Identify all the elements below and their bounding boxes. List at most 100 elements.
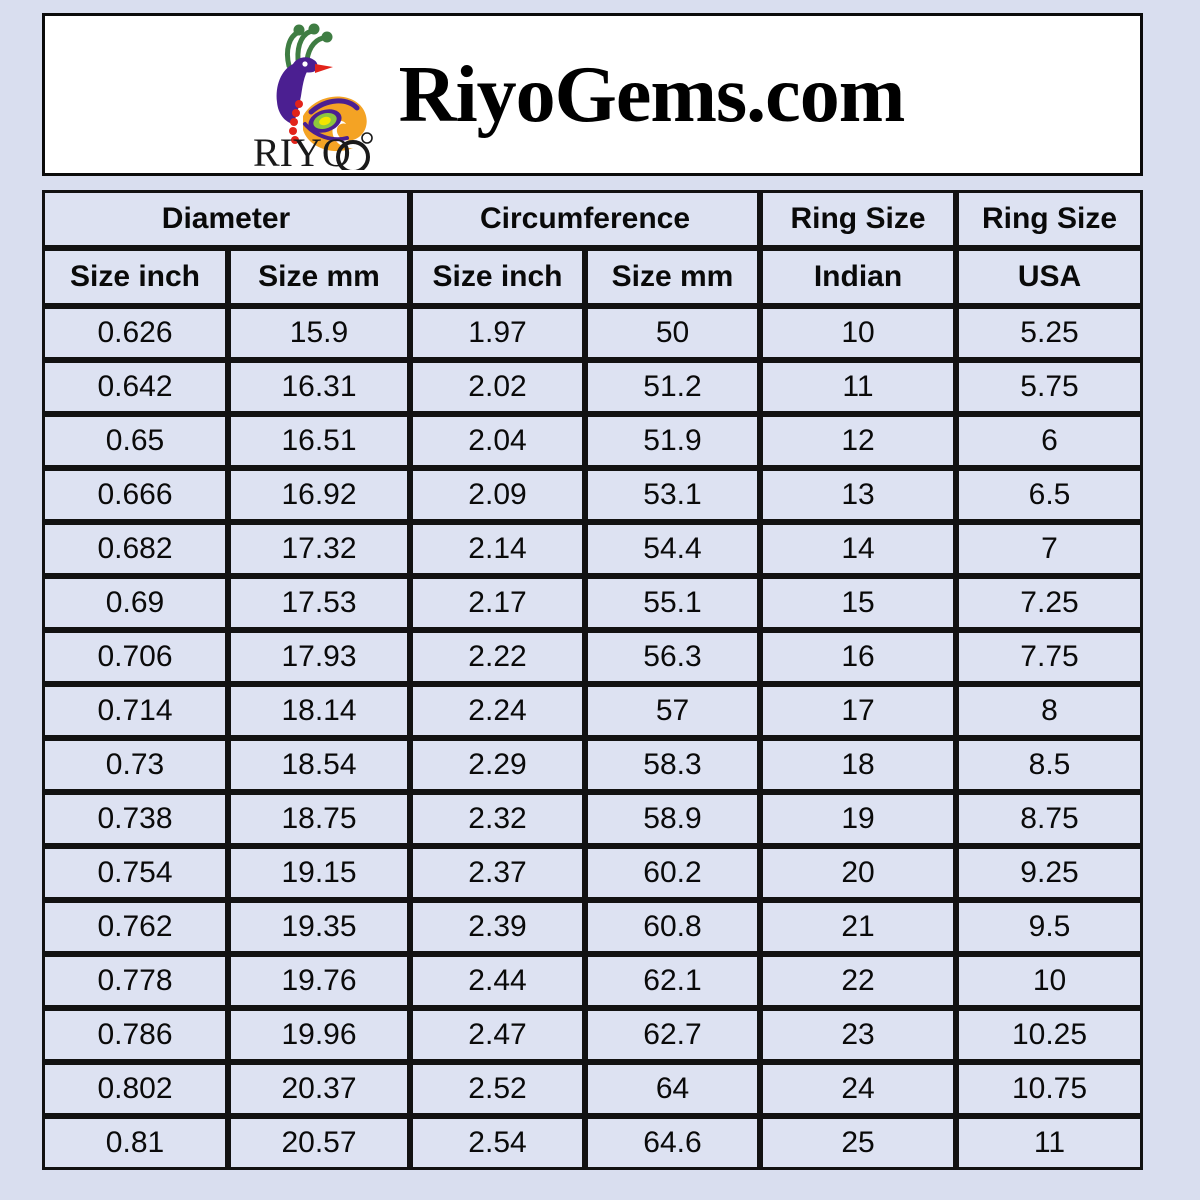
cell-circumference-inch: 2.17 — [410, 576, 585, 630]
cell-ring-size-usa: 7 — [956, 522, 1143, 576]
cell-circumference-inch: 2.54 — [410, 1116, 585, 1170]
table-row: 0.81 20.57 2.54 64.6 25 11 — [42, 1116, 1143, 1170]
cell-diameter-mm: 19.15 — [228, 846, 410, 900]
cell-ring-size-usa: 9.5 — [956, 900, 1143, 954]
cell-circumference-inch: 2.32 — [410, 792, 585, 846]
cell-diameter-inch: 0.706 — [42, 630, 228, 684]
cell-ring-size-usa: 7.25 — [956, 576, 1143, 630]
cell-ring-size-usa: 11 — [956, 1116, 1143, 1170]
cell-circumference-inch: 2.44 — [410, 954, 585, 1008]
cell-ring-size-indian: 23 — [760, 1008, 956, 1062]
cell-diameter-mm: 18.75 — [228, 792, 410, 846]
cell-circumference-mm: 51.9 — [585, 414, 760, 468]
cell-ring-size-indian: 10 — [760, 306, 956, 360]
cell-ring-size-indian: 11 — [760, 360, 956, 414]
cell-circumference-mm: 58.9 — [585, 792, 760, 846]
brand-header: RIYO RiyoGems.com — [42, 13, 1143, 176]
table-row: 0.786 19.96 2.47 62.7 23 10.25 — [42, 1008, 1143, 1062]
cell-diameter-inch: 0.666 — [42, 468, 228, 522]
table-row: 0.714 18.14 2.24 57 17 8 — [42, 684, 1143, 738]
table-row: 0.65 16.51 2.04 51.9 12 6 — [42, 414, 1143, 468]
column-header-diameter-inch: Size inch — [42, 248, 228, 306]
group-header-ring-size-usa: Ring Size — [956, 190, 1143, 248]
cell-circumference-inch: 2.14 — [410, 522, 585, 576]
cell-circumference-mm: 55.1 — [585, 576, 760, 630]
group-header-ring-size-indian: Ring Size — [760, 190, 956, 248]
cell-diameter-mm: 16.51 — [228, 414, 410, 468]
table-row: 0.762 19.35 2.39 60.8 21 9.5 — [42, 900, 1143, 954]
cell-circumference-mm: 56.3 — [585, 630, 760, 684]
ring-size-table: Diameter Circumference Ring Size Ring Si… — [42, 190, 1143, 1170]
cell-circumference-mm: 57 — [585, 684, 760, 738]
cell-circumference-mm: 62.7 — [585, 1008, 760, 1062]
cell-circumference-mm: 53.1 — [585, 468, 760, 522]
cell-circumference-mm: 60.8 — [585, 900, 760, 954]
cell-diameter-mm: 19.35 — [228, 900, 410, 954]
table-row: 0.706 17.93 2.22 56.3 16 7.75 — [42, 630, 1143, 684]
table-row: 0.802 20.37 2.52 64 24 10.75 — [42, 1062, 1143, 1116]
cell-ring-size-usa: 6.5 — [956, 468, 1143, 522]
table-row: 0.738 18.75 2.32 58.9 19 8.75 — [42, 792, 1143, 846]
cell-ring-size-usa: 5.25 — [956, 306, 1143, 360]
group-header-diameter: Diameter — [42, 190, 410, 248]
table-row: 0.754 19.15 2.37 60.2 20 9.25 — [42, 846, 1143, 900]
cell-ring-size-indian: 16 — [760, 630, 956, 684]
cell-ring-size-indian: 12 — [760, 414, 956, 468]
cell-circumference-inch: 2.04 — [410, 414, 585, 468]
cell-ring-size-usa: 5.75 — [956, 360, 1143, 414]
brand-header-content: RIYO RiyoGems.com — [241, 20, 905, 170]
cell-ring-size-indian: 24 — [760, 1062, 956, 1116]
cell-diameter-mm: 17.93 — [228, 630, 410, 684]
cell-circumference-inch: 2.37 — [410, 846, 585, 900]
cell-ring-size-indian: 25 — [760, 1116, 956, 1170]
cell-ring-size-usa: 8.5 — [956, 738, 1143, 792]
peacock-paisley-logo-icon: RIYO — [241, 20, 391, 170]
cell-circumference-mm: 64.6 — [585, 1116, 760, 1170]
cell-ring-size-indian: 19 — [760, 792, 956, 846]
cell-diameter-mm: 20.37 — [228, 1062, 410, 1116]
cell-circumference-mm: 62.1 — [585, 954, 760, 1008]
cell-ring-size-indian: 15 — [760, 576, 956, 630]
cell-diameter-inch: 0.642 — [42, 360, 228, 414]
cell-ring-size-indian: 22 — [760, 954, 956, 1008]
cell-diameter-inch: 0.69 — [42, 576, 228, 630]
cell-ring-size-indian: 18 — [760, 738, 956, 792]
table-row: 0.778 19.76 2.44 62.1 22 10 — [42, 954, 1143, 1008]
cell-ring-size-usa: 10.25 — [956, 1008, 1143, 1062]
column-header-circumference-inch: Size inch — [410, 248, 585, 306]
table-row: 0.69 17.53 2.17 55.1 15 7.25 — [42, 576, 1143, 630]
cell-ring-size-usa: 10.75 — [956, 1062, 1143, 1116]
group-header-row: Diameter Circumference Ring Size Ring Si… — [42, 190, 1143, 248]
cell-diameter-inch: 0.714 — [42, 684, 228, 738]
cell-diameter-mm: 17.53 — [228, 576, 410, 630]
table-row: 0.682 17.32 2.14 54.4 14 7 — [42, 522, 1143, 576]
table-row: 0.642 16.31 2.02 51.2 11 5.75 — [42, 360, 1143, 414]
cell-circumference-mm: 58.3 — [585, 738, 760, 792]
cell-ring-size-indian: 17 — [760, 684, 956, 738]
cell-diameter-inch: 0.786 — [42, 1008, 228, 1062]
cell-ring-size-usa: 8 — [956, 684, 1143, 738]
cell-diameter-mm: 20.57 — [228, 1116, 410, 1170]
column-header-indian: Indian — [760, 248, 956, 306]
cell-circumference-inch: 2.02 — [410, 360, 585, 414]
table-row: 0.73 18.54 2.29 58.3 18 8.5 — [42, 738, 1143, 792]
cell-diameter-mm: 15.9 — [228, 306, 410, 360]
cell-circumference-inch: 2.09 — [410, 468, 585, 522]
cell-circumference-inch: 2.47 — [410, 1008, 585, 1062]
cell-diameter-inch: 0.682 — [42, 522, 228, 576]
group-header-circumference: Circumference — [410, 190, 760, 248]
table-row: 0.626 15.9 1.97 50 10 5.25 — [42, 306, 1143, 360]
cell-diameter-inch: 0.762 — [42, 900, 228, 954]
cell-circumference-mm: 50 — [585, 306, 760, 360]
cell-ring-size-usa: 9.25 — [956, 846, 1143, 900]
cell-diameter-mm: 17.32 — [228, 522, 410, 576]
cell-circumference-inch: 2.39 — [410, 900, 585, 954]
cell-circumference-mm: 51.2 — [585, 360, 760, 414]
cell-diameter-inch: 0.81 — [42, 1116, 228, 1170]
cell-circumference-mm: 60.2 — [585, 846, 760, 900]
cell-diameter-inch: 0.65 — [42, 414, 228, 468]
cell-ring-size-indian: 13 — [760, 468, 956, 522]
cell-diameter-mm: 19.96 — [228, 1008, 410, 1062]
cell-circumference-inch: 2.24 — [410, 684, 585, 738]
